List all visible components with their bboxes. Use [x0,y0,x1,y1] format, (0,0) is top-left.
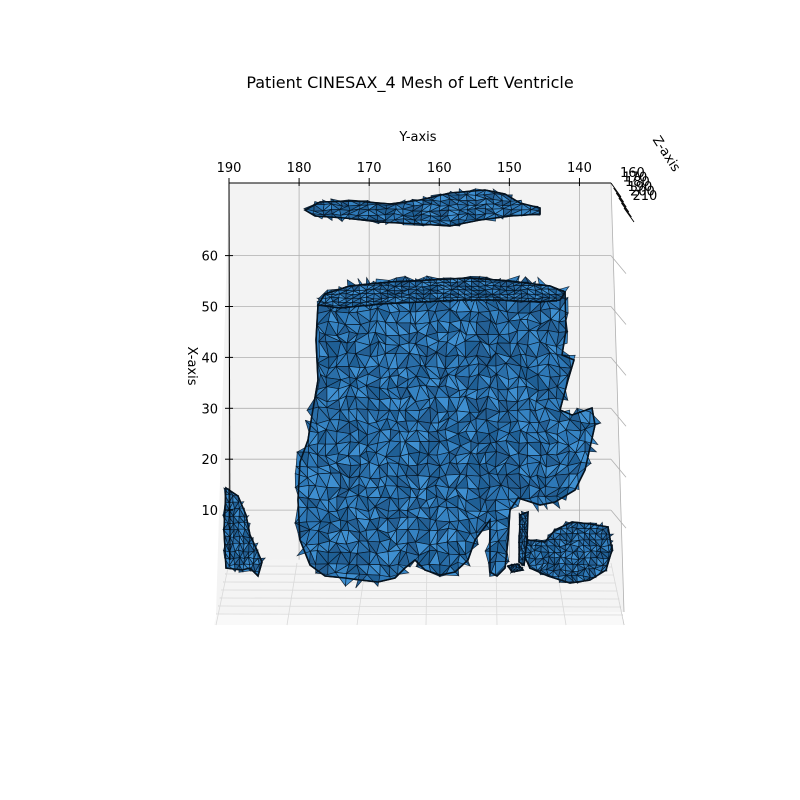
x-tick-label: 10 [201,504,218,519]
mesh-left-fragment [222,486,267,578]
z-tick-mark [615,192,627,208]
y-tick-label: 180 [287,161,312,176]
mesh-right-fragment [522,520,615,584]
mesh-triangle [555,385,569,401]
mesh-main-ventricle [293,275,602,589]
mesh-triangle [366,574,381,588]
grid-line-depth [610,357,627,376]
mesh-triangle [309,551,317,565]
y-tick-label: 140 [567,161,592,176]
x-tick-label: 30 [201,402,218,417]
grid-line-pane-edge [610,182,625,613]
z-tick-mark [610,182,622,198]
x-axis-line [228,182,231,561]
z-tick-label: 180 [625,175,650,190]
mesh-triangle [428,563,441,577]
mesh-triangle [345,573,361,587]
mesh-triangle [438,220,451,226]
mesh-main-cap [316,276,567,310]
x-tick-label: 60 [201,250,218,265]
y-tick-label: 160 [427,161,452,176]
mesh-triangle [555,330,568,348]
z-tick-label: 170 [623,171,648,186]
x-tick-group: 10 20 30 40 50 60 [201,250,233,519]
z-tick-mark [618,197,630,213]
z-tick-mark [613,187,624,203]
grid-line-depth [610,509,627,529]
y-tick-label: 170 [357,161,382,176]
mesh-triangle [379,563,391,578]
mesh-left-fragment-outline [223,486,263,578]
x-axis-group: 10 20 30 40 50 60 X-axis [184,182,233,561]
x-tick-label: 40 [201,351,218,366]
floor-grid [214,557,625,626]
mesh-triangle [332,300,341,307]
z-tick-label: 210 [633,189,658,204]
mesh-top-slice-outline [303,189,541,227]
mesh-triangle [552,570,560,577]
x-axis-label: X-axis [184,347,199,386]
mesh-small-pillar [517,510,529,567]
z-tick-label: 160 [620,166,645,181]
z-axis-label: Z-axis [649,133,683,174]
mesh-triangle [327,563,337,575]
mesh-speck [506,562,525,575]
mesh-triangle [356,214,368,221]
mesh-main-cap-outline [316,277,567,309]
mesh-right-fragment-outline [523,521,613,584]
z-tick-mark [621,202,632,218]
y-tick-label: 150 [497,161,522,176]
z-tick-mark [623,207,635,223]
mesh-triangle [465,213,477,221]
chart-title: Patient CINESAX_4 Mesh of Left Ventricle [246,73,573,93]
mesh-triangle [254,564,260,573]
mesh-triangle [355,573,368,589]
x-tick-label: 20 [201,453,218,468]
z-tick-label: 190 [628,180,653,195]
y-axis-label: Y-axis [398,130,436,145]
y-axis-group: 190 180 170 160 150 140 Y-axis [217,130,611,186]
mesh-speck-outline [506,563,525,573]
floor-pane [214,557,624,625]
mesh-triangle [388,565,399,578]
x-tick-label: 50 [201,300,218,315]
y-tick-label: 190 [217,161,242,176]
y-tick-group: 190 180 170 160 150 140 [217,161,592,186]
mesh-small-pillar-outline [518,510,529,567]
mesh-surface [222,187,615,589]
mesh-top-slice [303,187,541,227]
z-tick-label: 200 [630,184,655,199]
mesh-triangle [394,296,404,304]
grid-line-depth [610,458,627,478]
grid-line-depth [610,306,627,325]
mesh-triangle [324,302,334,306]
